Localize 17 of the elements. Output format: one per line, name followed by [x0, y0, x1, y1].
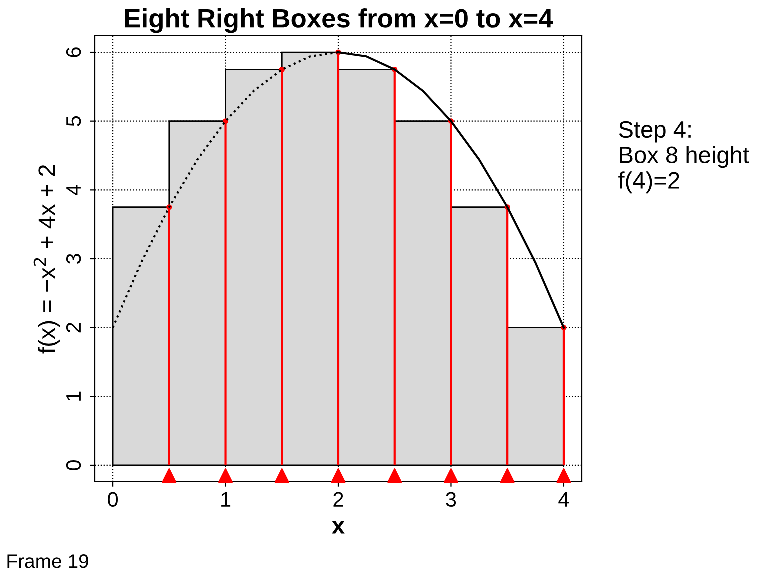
- x-tick-label: 2: [334, 492, 344, 507]
- text: Frame 19: [8, 554, 88, 568]
- x-tick-label: 0: [108, 492, 118, 508]
- x-tick-label: 1: [222, 492, 231, 507]
- x-tick-label: 3: [446, 492, 456, 508]
- x-axis-title: x: [332, 521, 345, 534]
- y-tick-label: 4: [66, 184, 81, 196]
- y-tick-label: 2: [66, 323, 81, 333]
- y-tick-label: 1: [66, 392, 81, 401]
- text: Step 4: Box 8 height f(4)=2: [618, 121, 750, 194]
- y-tick-label: 3: [66, 254, 82, 264]
- y-tick-label: 0: [66, 460, 82, 470]
- chart-title: Eight Right Boxes from x=0 to x=4: [125, 8, 554, 34]
- y-axis-title: f(x) = −x$^{2}$ + 4x + 2: [34, 165, 60, 354]
- x-tick-label: 4: [558, 492, 570, 507]
- y-tick-label: 6: [66, 48, 82, 58]
- y-tick-label: 5: [66, 116, 82, 126]
